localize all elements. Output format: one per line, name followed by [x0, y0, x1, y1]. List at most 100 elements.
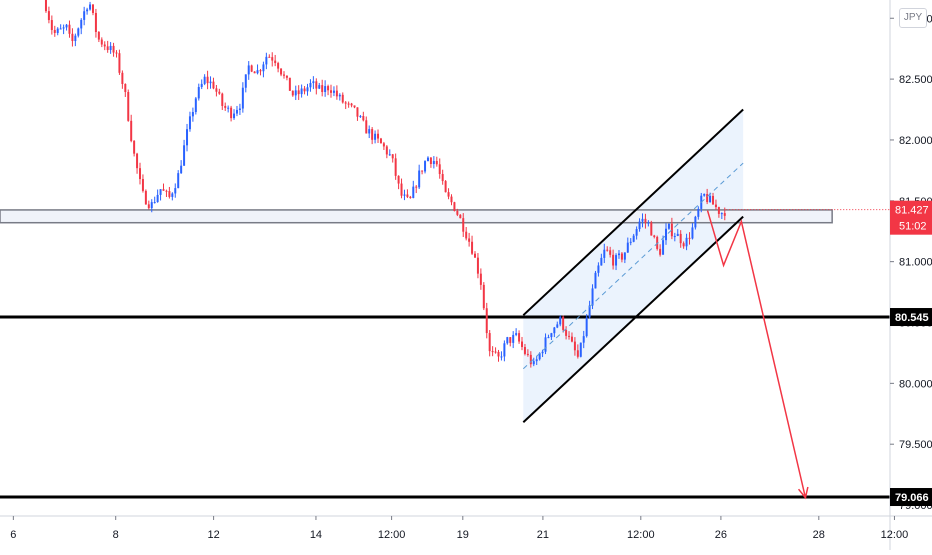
- candle[interactable]: [377, 129, 380, 143]
- candle[interactable]: [653, 234, 656, 239]
- candle[interactable]: [209, 76, 212, 89]
- candle[interactable]: [706, 188, 709, 205]
- candle[interactable]: [573, 337, 576, 356]
- candle[interactable]: [162, 183, 165, 191]
- candle[interactable]: [462, 213, 465, 237]
- candle[interactable]: [274, 54, 277, 67]
- candle[interactable]: [200, 79, 203, 90]
- candle[interactable]: [156, 189, 159, 203]
- candle[interactable]: [282, 71, 285, 79]
- candle[interactable]: [532, 357, 535, 367]
- candle[interactable]: [473, 251, 476, 258]
- candle[interactable]: [235, 105, 238, 117]
- candle[interactable]: [256, 64, 259, 75]
- candle[interactable]: [432, 156, 435, 169]
- candle[interactable]: [141, 174, 144, 193]
- candle[interactable]: [241, 82, 244, 113]
- candle[interactable]: [576, 344, 579, 359]
- candle[interactable]: [344, 101, 347, 110]
- candle[interactable]: [535, 355, 538, 366]
- candle[interactable]: [647, 220, 650, 227]
- candle[interactable]: [136, 152, 139, 174]
- candle[interactable]: [529, 351, 532, 368]
- candle[interactable]: [312, 76, 315, 90]
- candle[interactable]: [188, 111, 191, 132]
- candle[interactable]: [570, 332, 573, 343]
- candle[interactable]: [353, 105, 356, 109]
- candle[interactable]: [324, 80, 327, 97]
- candle[interactable]: [688, 232, 691, 245]
- candle[interactable]: [244, 74, 247, 93]
- candle[interactable]: [406, 189, 409, 199]
- candle[interactable]: [515, 328, 518, 337]
- candle[interactable]: [262, 61, 265, 78]
- candle[interactable]: [673, 232, 676, 242]
- candle[interactable]: [133, 140, 136, 157]
- candle[interactable]: [579, 342, 582, 358]
- candle[interactable]: [368, 125, 371, 139]
- candle[interactable]: [165, 189, 168, 197]
- candle[interactable]: [56, 27, 59, 36]
- candle[interactable]: [197, 83, 200, 101]
- candle[interactable]: [277, 61, 280, 73]
- candle[interactable]: [438, 158, 441, 179]
- candle[interactable]: [356, 107, 359, 121]
- candle[interactable]: [233, 109, 236, 120]
- candle[interactable]: [203, 74, 206, 86]
- candle[interactable]: [365, 116, 368, 134]
- candle[interactable]: [597, 262, 600, 277]
- candle[interactable]: [588, 300, 591, 319]
- candle[interactable]: [553, 326, 556, 338]
- candle[interactable]: [341, 92, 344, 104]
- candle[interactable]: [139, 162, 142, 185]
- candle[interactable]: [300, 84, 303, 98]
- candle[interactable]: [168, 186, 171, 199]
- candle[interactable]: [615, 253, 618, 271]
- candle[interactable]: [371, 127, 374, 145]
- candle[interactable]: [359, 114, 362, 118]
- candle[interactable]: [294, 85, 297, 101]
- candle[interactable]: [547, 334, 550, 339]
- candle[interactable]: [65, 23, 68, 31]
- candle[interactable]: [53, 25, 56, 37]
- candle[interactable]: [603, 243, 606, 264]
- candle[interactable]: [327, 84, 330, 96]
- candle[interactable]: [71, 28, 74, 47]
- candle[interactable]: [662, 235, 665, 255]
- candle[interactable]: [77, 27, 80, 38]
- candle[interactable]: [174, 183, 177, 198]
- candle[interactable]: [468, 232, 471, 247]
- candle[interactable]: [124, 83, 127, 97]
- candle[interactable]: [265, 52, 268, 70]
- candle[interactable]: [250, 64, 253, 73]
- candle[interactable]: [224, 102, 227, 111]
- candle[interactable]: [465, 227, 468, 241]
- candle[interactable]: [112, 42, 115, 57]
- candle[interactable]: [379, 137, 382, 144]
- candle[interactable]: [679, 230, 682, 248]
- candle[interactable]: [600, 253, 603, 266]
- candle[interactable]: [676, 229, 679, 237]
- candle[interactable]: [482, 282, 485, 311]
- candle[interactable]: [665, 223, 668, 245]
- candle[interactable]: [374, 130, 377, 144]
- candle[interactable]: [626, 237, 629, 254]
- candle[interactable]: [612, 249, 615, 270]
- candle[interactable]: [80, 18, 83, 35]
- candle[interactable]: [682, 241, 685, 249]
- candle[interactable]: [388, 149, 391, 156]
- candle[interactable]: [471, 235, 474, 255]
- candle[interactable]: [259, 68, 262, 76]
- candle[interactable]: [526, 349, 529, 357]
- channel-upper-line[interactable]: [522, 108, 744, 316]
- candle[interactable]: [644, 213, 647, 229]
- candle[interactable]: [288, 77, 291, 91]
- candle[interactable]: [180, 160, 183, 174]
- candle[interactable]: [74, 33, 77, 47]
- candle[interactable]: [450, 194, 453, 206]
- candle[interactable]: [685, 233, 688, 251]
- candle[interactable]: [421, 170, 424, 175]
- candle[interactable]: [303, 86, 306, 95]
- level-badge-1[interactable]: 80.545: [890, 308, 932, 327]
- candle[interactable]: [144, 189, 147, 205]
